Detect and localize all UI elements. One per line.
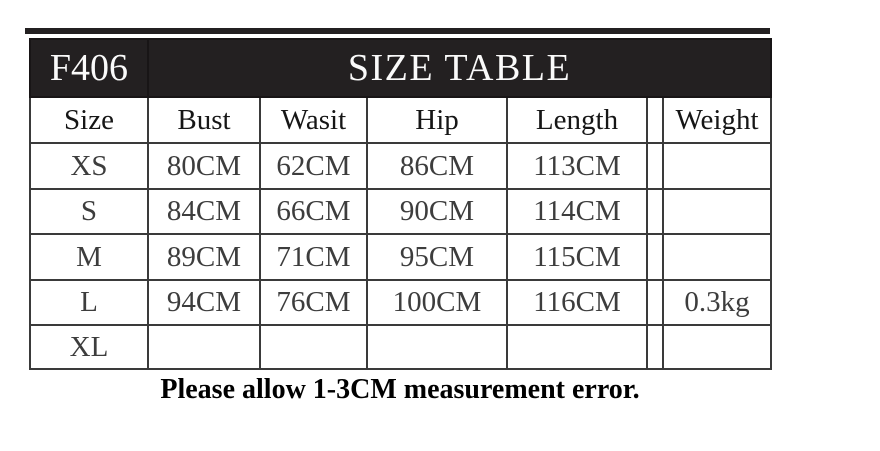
column-header-hip: Hip [366,96,508,144]
hip-cell: 90CM [366,188,508,235]
hip-cell: 100CM [366,279,508,326]
size-cell: XS [29,142,149,190]
weight-cell: 0.3kg [661,279,773,326]
top-rule [25,28,770,34]
table-row-m: M 89CM 71CM 95CM 115CM [29,233,773,281]
column-header-length: Length [506,96,648,144]
spacer-cell [646,233,664,281]
weight-cell [661,188,773,235]
weight-cell [661,324,773,370]
spacer-cell [646,142,664,190]
bust-cell: 80CM [147,142,261,190]
length-cell [506,324,648,370]
spacer-cell [646,188,664,235]
waist-cell [259,324,368,370]
spacer-cell [646,279,664,326]
waist-cell: 66CM [259,188,368,235]
length-cell: 116CM [506,279,648,326]
measurement-note: Please allow 1-3CM measurement error. [160,374,640,405]
table-title: SIZE TABLE [146,38,773,98]
size-cell: XL [29,324,149,370]
size-cell: S [29,188,149,235]
waist-cell: 62CM [259,142,368,190]
size-table: F406 SIZE TABLE Size Bust Wasit Hip Leng… [29,38,773,370]
column-header-spacer [646,96,664,144]
length-cell: 113CM [506,142,648,190]
column-header-size: Size [29,96,149,144]
weight-cell [661,233,773,281]
bust-cell: 84CM [147,188,261,235]
waist-cell: 71CM [259,233,368,281]
size-cell: L [29,279,149,326]
column-header-bust: Bust [147,96,261,144]
hip-cell: 95CM [366,233,508,281]
column-header-waist: Wasit [259,96,368,144]
bust-cell: 89CM [147,233,261,281]
length-cell: 115CM [506,233,648,281]
header-row: Size Bust Wasit Hip Length Weight [29,96,773,144]
waist-cell: 76CM [259,279,368,326]
hip-cell: 86CM [366,142,508,190]
length-cell: 114CM [506,188,648,235]
table-row-l: L 94CM 76CM 100CM 116CM 0.3kg [29,279,773,326]
bust-cell: 94CM [147,279,261,326]
style-code: F406 [29,38,149,98]
spacer-cell [646,324,664,370]
bust-cell [147,324,261,370]
hip-cell [366,324,508,370]
table-row-s: S 84CM 66CM 90CM 114CM [29,188,773,235]
table-row-xl: XL [29,324,773,370]
column-header-weight: Weight [661,96,773,144]
table-row-xs: XS 80CM 62CM 86CM 113CM [29,142,773,190]
weight-cell [661,142,773,190]
size-cell: M [29,233,149,281]
banner-row: F406 SIZE TABLE [29,38,773,98]
